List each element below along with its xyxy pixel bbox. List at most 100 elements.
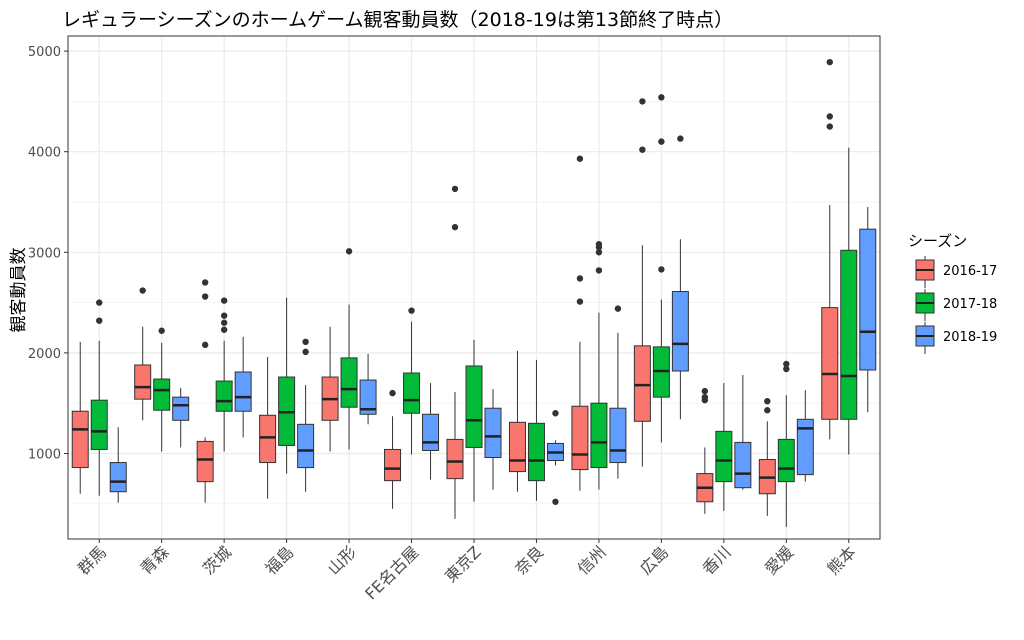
box-2016-17-山形 [321, 326, 339, 452]
outlier-point [576, 298, 584, 305]
box-iqr [484, 407, 502, 459]
box-2017-18-青森 [153, 327, 171, 452]
box-2016-17-FE名古屋 [384, 389, 402, 509]
box-2017-18-香川 [715, 383, 733, 511]
outlier-point [139, 287, 146, 294]
box-layer [71, 58, 877, 527]
y-tick-label: 1000 [28, 447, 61, 462]
x-tick-label: 青森 [136, 542, 172, 578]
box-iqr [172, 396, 190, 421]
legend: シーズン 2016-17 2017-18 2018-19 [908, 232, 997, 354]
x-axis: 群馬 青森 茨城 福島 山形 FE名古屋 東京Z 奈良 信州 広島 香川 愛媛 熊本 [74, 539, 860, 603]
box-iqr [446, 438, 464, 480]
outlier-point [302, 338, 309, 346]
box-2018-19-茨城 [234, 336, 252, 438]
outlier-point [764, 397, 771, 405]
box-iqr [527, 422, 545, 482]
box-2017-18-茨城 [215, 297, 233, 452]
box-2016-17-愛媛 [758, 397, 776, 516]
box-2018-19-奈良 [546, 410, 564, 505]
outlier-point [639, 98, 646, 105]
box-2016-17-青森 [134, 287, 152, 421]
box-iqr [259, 414, 277, 464]
box-iqr [297, 423, 315, 469]
box-2018-19-福島 [297, 338, 315, 492]
outlier-point [302, 348, 309, 356]
box-2016-17-福島 [259, 356, 277, 499]
legend-label: 2017-18 [943, 297, 997, 312]
x-tick-label: 愛媛 [761, 542, 797, 578]
x-tick-label: 信州 [574, 542, 610, 578]
box-iqr [71, 410, 89, 469]
box-iqr [422, 413, 440, 451]
outlier-point [220, 326, 228, 333]
outlier-point [658, 266, 665, 273]
outlier-point [595, 241, 603, 248]
box-2016-17-茨城 [196, 279, 214, 503]
box-2018-19-青森 [172, 388, 190, 448]
box-2018-19-広島 [671, 135, 689, 420]
legend-title: シーズン [908, 232, 967, 250]
outlier-point [552, 410, 559, 417]
outlier-point [451, 185, 459, 193]
y-tick-label: 2000 [28, 347, 61, 362]
outlier-point [701, 387, 709, 395]
box-iqr [671, 291, 689, 372]
box-2017-18-熊本 [840, 147, 858, 455]
box-2016-17-熊本 [821, 58, 839, 440]
x-tick-label: FE名古屋 [361, 542, 422, 603]
outlier-point [158, 327, 165, 334]
outlier-point [764, 407, 771, 414]
outlier-point [677, 135, 684, 142]
x-tick-label: 奈良 [511, 542, 547, 578]
box-iqr [609, 407, 627, 464]
outlier-point [639, 146, 646, 153]
x-tick-label: 東京Z [441, 542, 485, 586]
box-iqr [109, 462, 127, 493]
outlier-point [826, 113, 833, 120]
outlier-point [451, 223, 459, 231]
box-iqr [215, 380, 233, 412]
x-tick-label: 茨城 [199, 542, 235, 578]
box-2017-18-FE名古屋 [403, 307, 421, 455]
box-2018-19-東京Z [484, 389, 502, 490]
outlier-point [826, 123, 833, 130]
outlier-point [614, 305, 622, 312]
x-tick-label: 福島 [261, 542, 297, 578]
outlier-point [201, 341, 209, 349]
y-tick-label: 3000 [28, 246, 61, 261]
box-iqr [359, 379, 377, 415]
box-iqr [734, 441, 752, 489]
outlier-point [220, 297, 228, 304]
box-iqr [715, 430, 733, 483]
box-2018-19-熊本 [859, 207, 877, 413]
x-tick-label: 香川 [699, 542, 735, 578]
box-iqr [340, 357, 358, 408]
outlier-point [576, 275, 584, 282]
x-tick-label: 山形 [324, 542, 360, 578]
box-2017-18-群馬 [90, 299, 108, 496]
legend-item-2016-17: 2016-17 [915, 256, 997, 288]
box-2017-18-奈良 [527, 359, 545, 501]
y-axis: 1000 2000 3000 4000 5000 [28, 45, 68, 462]
box-iqr [796, 418, 814, 476]
box-2017-18-信州 [590, 241, 608, 490]
outlier-point [220, 319, 228, 326]
outlier-point [552, 498, 559, 505]
outlier-point [96, 317, 103, 324]
box-iqr [777, 438, 795, 483]
box-iqr [859, 228, 877, 371]
box-iqr [821, 307, 839, 420]
box-2017-18-福島 [278, 297, 296, 474]
box-2018-19-信州 [609, 305, 627, 479]
box-2016-17-群馬 [71, 341, 89, 494]
box-iqr [384, 448, 402, 482]
box-iqr [153, 378, 171, 411]
box-2018-19-山形 [359, 353, 377, 425]
outlier-point [595, 249, 603, 256]
outlier-point [201, 279, 209, 286]
box-2018-19-香川 [734, 375, 752, 490]
outlier-point [96, 299, 103, 306]
box-iqr [508, 421, 526, 473]
box-iqr [90, 399, 108, 450]
